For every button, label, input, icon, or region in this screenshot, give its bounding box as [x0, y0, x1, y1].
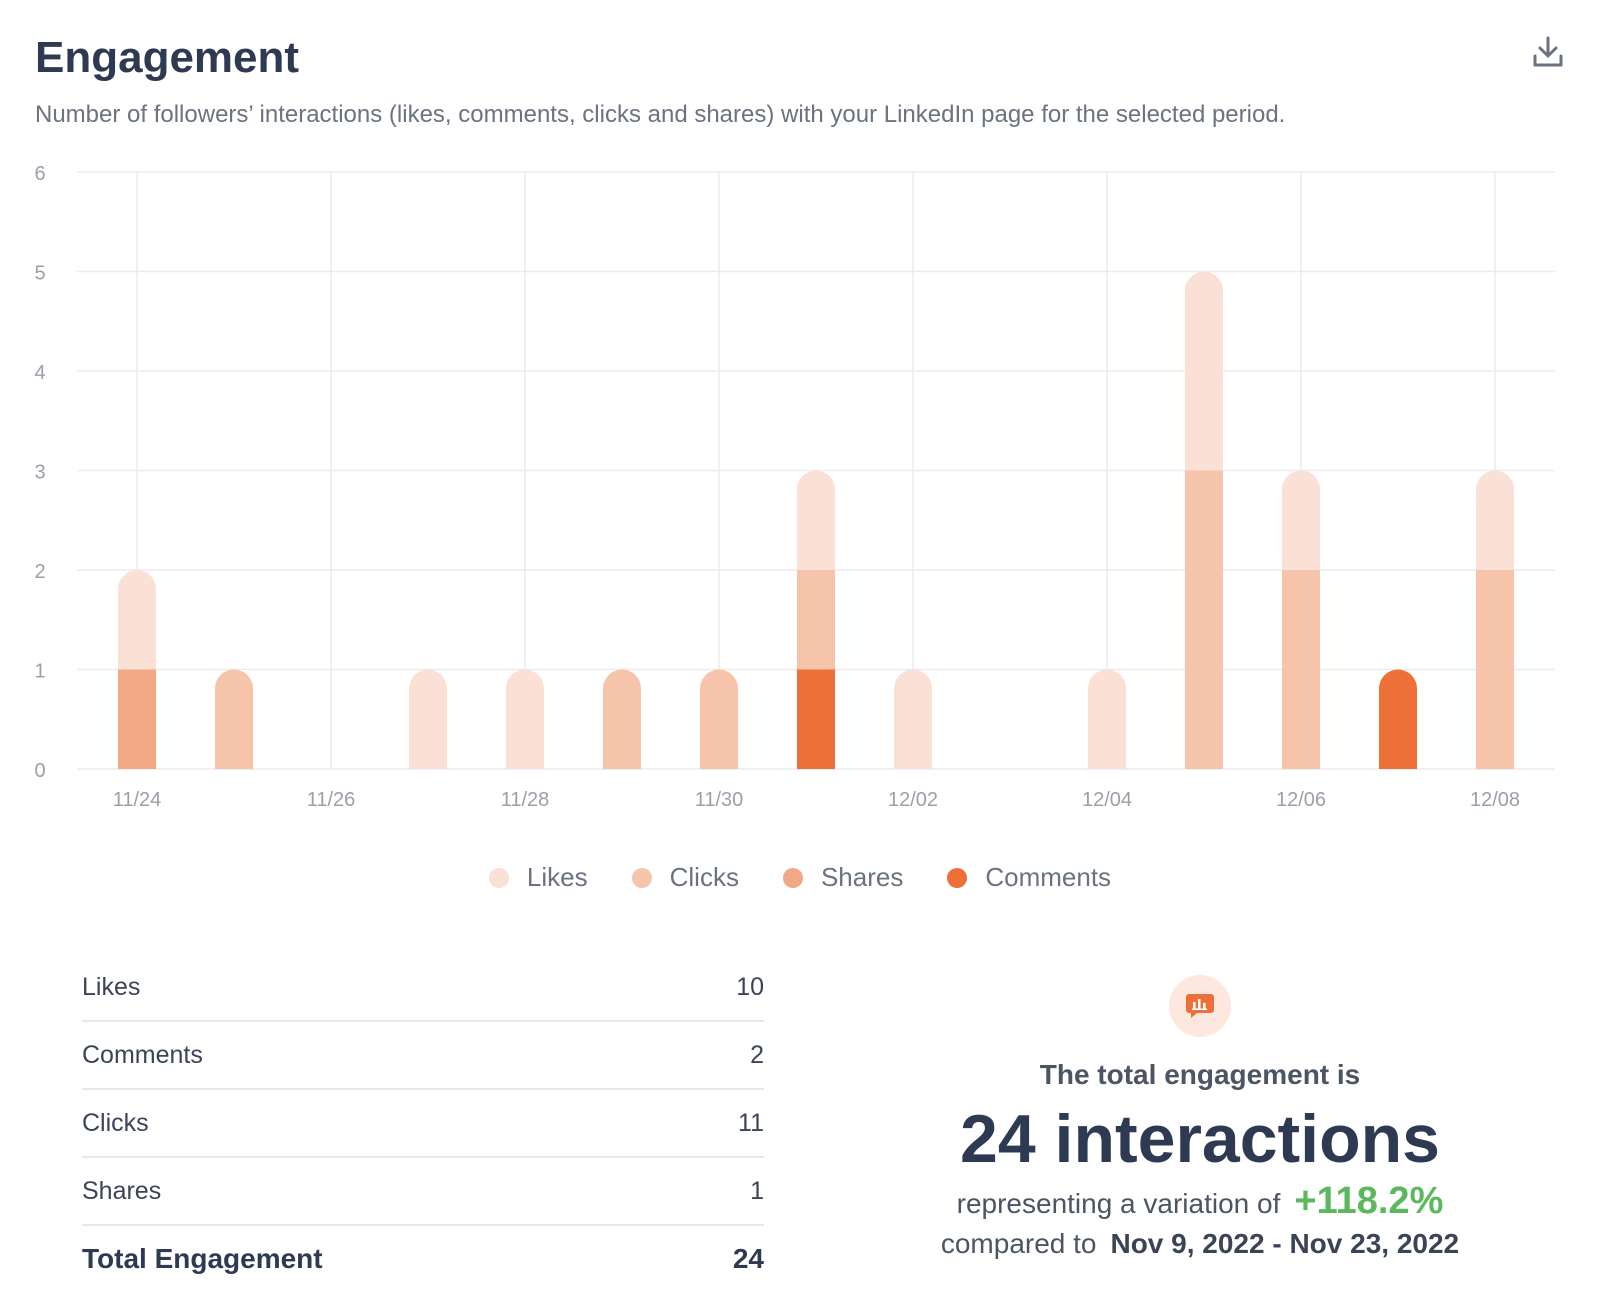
total-value: 24 [732, 1243, 764, 1274]
legend-item-comments[interactable]: Comments [947, 862, 1111, 893]
x-tick-label: 12/08 [1470, 789, 1520, 811]
row-label: Comments [82, 1040, 203, 1069]
legend-item-shares[interactable]: Shares [782, 862, 904, 893]
chart-header: Engagement Number of followers’ interact… [35, 30, 1515, 130]
bar-clicks-11-30 [700, 669, 738, 769]
bar-likes-11-28 [506, 669, 544, 769]
row-value: 10 [736, 972, 764, 1001]
row-label: Shares [82, 1176, 162, 1205]
variation-value: +118.2% [1294, 1180, 1444, 1222]
table-row: Likes 10 [82, 954, 764, 1022]
total-engagement-panel: The total engagement is 24 interactions … [860, 975, 1540, 1264]
download-icon [1533, 36, 1563, 67]
table-row: Comments 2 [82, 1022, 764, 1090]
bar-likes-12-06 [1282, 470, 1320, 570]
engagement-chart: 0 1 2 3 4 5 6 11/24 11/26 11/28 11/30 12/02 12/04 12/… [34, 163, 1555, 811]
page-subtitle: Number of followers’ interactions (likes… [35, 101, 1286, 128]
bar-clicks-12-01 [797, 570, 835, 670]
bar-likes-12-02 [894, 669, 932, 769]
total-interactions: 24 interactions [960, 1101, 1440, 1177]
legend-item-likes[interactable]: Likes [488, 862, 588, 893]
y-tick-label: 0 [34, 760, 45, 782]
page-title: Engagement [35, 33, 300, 82]
bar-clicks-12-06 [1282, 570, 1320, 769]
x-tick-label: 11/28 [501, 789, 550, 811]
chart-legend: Likes Clicks Shares Comments [0, 862, 1600, 893]
legend-dot-clicks [631, 867, 652, 888]
legend-dot-shares [782, 867, 803, 888]
legend-label: Likes [526, 862, 588, 892]
chat-chart-icon [1169, 975, 1231, 1037]
x-tick-label: 11/26 [307, 789, 356, 811]
bar-likes-12-05 [1185, 271, 1223, 471]
legend-item-clicks[interactable]: Clicks [631, 862, 739, 893]
compare-range: Nov 9, 2022 - Nov 23, 2022 [1110, 1228, 1460, 1259]
bar-likes-11-27 [409, 669, 447, 769]
legend-dot-comments [947, 867, 968, 888]
download-button[interactable] [1528, 32, 1568, 72]
variation-prefix: representing a variation of [956, 1188, 1281, 1219]
bar-clicks-12-08 [1476, 570, 1514, 769]
table-row: Shares 1 [82, 1158, 764, 1226]
x-tick-label: 11/24 [113, 789, 162, 811]
legend-dot-likes [488, 867, 509, 888]
x-tick-label: 12/02 [888, 789, 938, 811]
row-value: 2 [750, 1040, 764, 1069]
x-tick-label: 12/06 [1276, 789, 1326, 811]
bar-likes-12-01 [797, 470, 835, 570]
bar-clicks-11-25 [215, 669, 253, 769]
y-tick-label: 1 [34, 661, 45, 683]
bar-shares-11-24 [118, 669, 156, 769]
bar-likes-12-04 [1088, 669, 1126, 769]
y-tick-label: 4 [34, 362, 45, 384]
bar-likes-11-24 [118, 570, 156, 670]
row-value: 11 [738, 1108, 764, 1137]
x-tick-label: 12/04 [1082, 789, 1132, 811]
bar-clicks-12-05 [1185, 470, 1223, 769]
x-tick-label: 11/30 [695, 789, 744, 811]
total-label: Total Engagement [82, 1243, 323, 1274]
table-row: Clicks 11 [82, 1090, 764, 1158]
legend-label: Comments [985, 862, 1112, 892]
compare-line: compared to Nov 9, 2022 - Nov 23, 2022 [860, 1224, 1540, 1264]
legend-label: Shares [820, 862, 904, 892]
legend-label: Clicks [669, 862, 739, 892]
total-row: Total Engagement 24 [82, 1226, 764, 1292]
y-tick-label: 6 [34, 163, 45, 185]
compare-prefix: compared to [940, 1228, 1097, 1259]
bar-clicks-11-29 [603, 669, 641, 769]
y-tick-label: 3 [34, 462, 45, 484]
total-intro: The total engagement is [1039, 1059, 1361, 1090]
bar-comments-12-01 [797, 669, 835, 769]
row-label: Clicks [82, 1108, 149, 1137]
variation-line: representing a variation of +118.2% [860, 1181, 1540, 1224]
bar-likes-12-08 [1476, 470, 1514, 570]
y-tick-label: 5 [34, 263, 45, 285]
y-tick-label: 2 [34, 561, 45, 583]
row-label: Likes [82, 972, 141, 1001]
summary-table: Likes 10 Comments 2 Clicks 11 Shares 1 T… [82, 954, 764, 1292]
bar-comments-12-07 [1379, 669, 1417, 769]
row-value: 1 [750, 1176, 764, 1205]
